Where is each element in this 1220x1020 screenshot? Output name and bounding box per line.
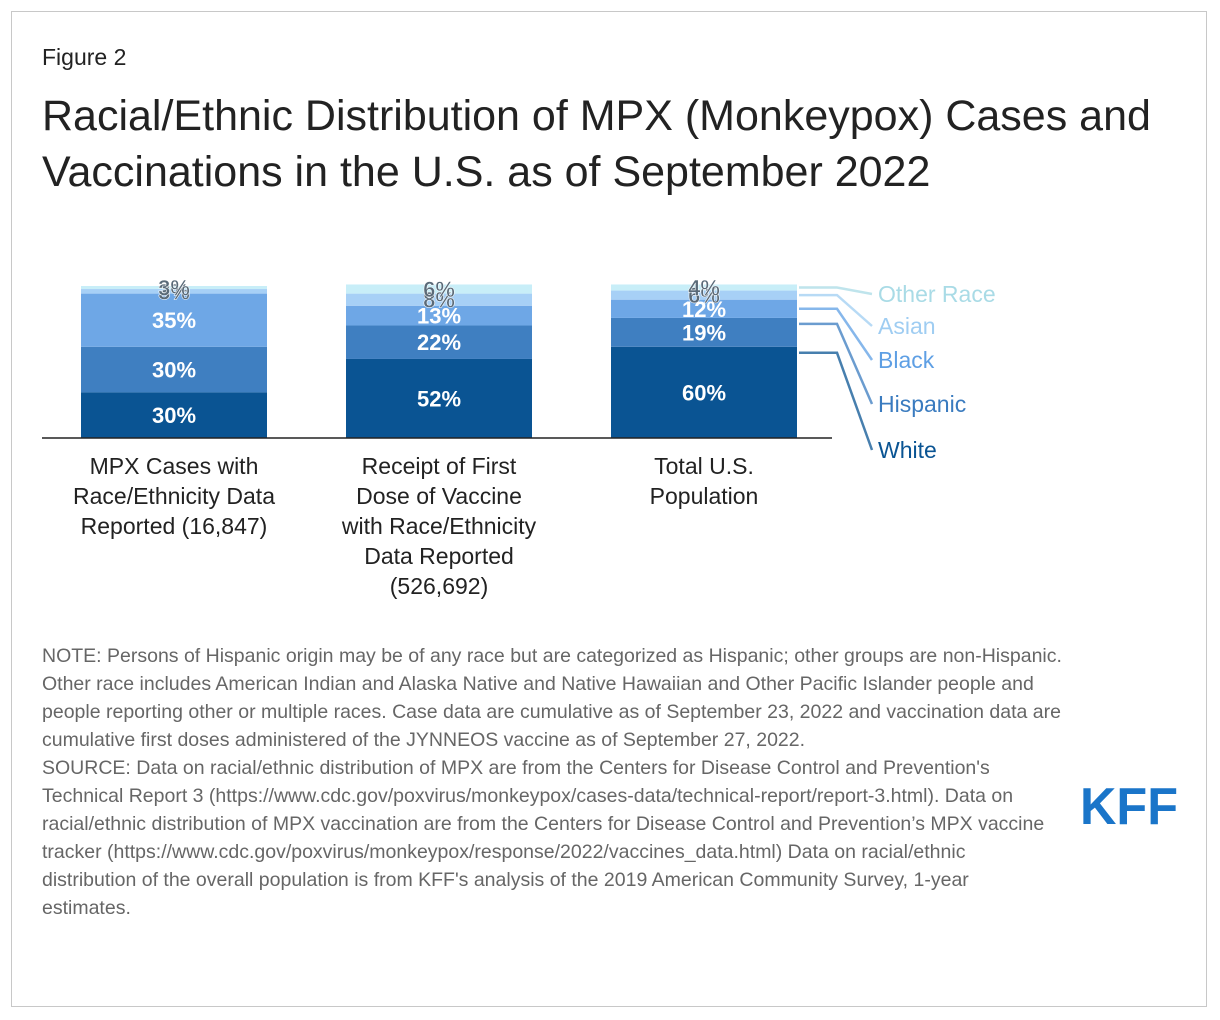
legend-leader-white <box>799 351 874 451</box>
bar-segment-white <box>81 392 267 438</box>
legend-leader-asian <box>799 293 873 327</box>
notes-block: NOTE: Persons of Hispanic origin may be … <box>42 642 1062 922</box>
data-label-asian: 6% <box>688 283 720 308</box>
data-label-hispanic: 19% <box>682 320 726 345</box>
legend-item-asian: Asian <box>878 313 936 339</box>
bar-segment-other-race <box>611 284 797 291</box>
figure-label: Figure 2 <box>42 44 127 70</box>
bar-segment-asian <box>611 290 797 300</box>
data-label-asian: 3% <box>158 279 190 304</box>
data-label-hispanic: 30% <box>152 358 196 383</box>
bar-segment-black <box>81 293 267 347</box>
data-label-white: 60% <box>682 380 726 405</box>
data-label-white: 30% <box>152 403 196 428</box>
figure-frame <box>11 11 1207 1007</box>
category-label: Total U.S. Population <box>650 453 759 509</box>
bar-segment-asian <box>81 289 267 294</box>
bar-segment-black <box>611 299 797 318</box>
legend-leader-other-race <box>799 286 873 296</box>
bar-segment-white <box>611 346 797 438</box>
bar-segment-hispanic <box>81 346 267 393</box>
kff-logo-text: KFF <box>1080 780 1178 830</box>
bar-segment-other-race <box>346 284 532 294</box>
note-text: NOTE: Persons of Hispanic origin may be … <box>42 645 1062 751</box>
bar-segment-white <box>346 358 532 438</box>
data-label-white: 52% <box>417 386 461 411</box>
bar-segment-hispanic <box>611 317 797 347</box>
source-text: SOURCE: Data on racial/ethnic distributi… <box>42 757 1045 919</box>
category-label: MPX Cases with Race/Ethnicity Data Reporte… <box>73 453 275 539</box>
kff-logo: KFF <box>1080 780 1178 830</box>
bar-segment-asian <box>346 293 532 306</box>
bar-segment-black <box>346 305 532 326</box>
legend-item-hispanic: Hispanic <box>878 391 966 417</box>
chart-title: Racial/Ethnic Distribution of MPX (Monke… <box>42 92 1151 196</box>
bar-segment-other-race <box>81 286 267 290</box>
data-label-other-race: 4% <box>688 276 720 301</box>
legend-item-black: Black <box>878 347 935 373</box>
legend-leader-hispanic <box>799 322 874 405</box>
data-label-asian: 8% <box>423 288 455 313</box>
bar-segment-hispanic <box>346 325 532 359</box>
legend-item-white: White <box>878 437 937 463</box>
data-label-other-race: 6% <box>423 277 455 302</box>
legend-item-other-race: Other Race <box>878 281 996 307</box>
data-label-black: 13% <box>417 304 461 329</box>
legend-leader-black <box>799 307 874 361</box>
data-label-hispanic: 22% <box>417 330 461 355</box>
category-label: Receipt of First Dose of Vaccine with Race… <box>341 453 537 599</box>
data-label-other-race: 3% <box>158 276 190 301</box>
data-label-black: 12% <box>682 297 726 322</box>
data-label-black: 35% <box>152 308 196 333</box>
stacked-bar-chart: 30%30%35%3%3%MPX Cases with Race/Ethnicit… <box>42 275 996 599</box>
